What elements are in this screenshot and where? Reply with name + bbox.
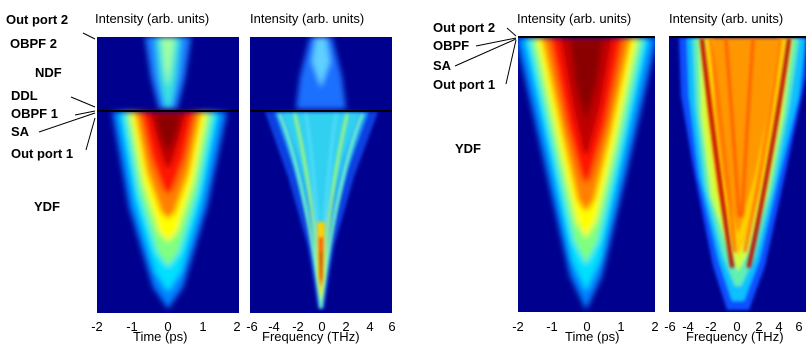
time-panel-title: Intensity (arb. units): [95, 11, 210, 26]
label-ddl: DDL: [11, 88, 38, 103]
frequency-tick: 0: [733, 319, 741, 334]
frequency-tick: -4: [682, 319, 694, 334]
time-tick: 0: [164, 319, 172, 334]
frequency-panel-title: Intensity (arb. units): [669, 11, 784, 26]
time-tick: -1: [126, 319, 138, 334]
frequency-tick: -4: [268, 319, 280, 334]
time-panel-title: Intensity (arb. units): [517, 11, 632, 26]
frequency-axis-label: Frequency (THz): [686, 329, 784, 344]
label-obpf-2: OBPF 2: [10, 36, 57, 51]
label-obpf: OBPF: [433, 38, 470, 53]
frequency-panel-title: Intensity (arb. units): [250, 11, 365, 26]
time-tick: -2: [512, 319, 524, 334]
time-tick: -1: [546, 319, 558, 334]
time-intensity-map-right: [518, 36, 655, 312]
label-out-port-1: Out port 1: [433, 77, 496, 92]
frequency-tick: 2: [342, 319, 350, 334]
label-out-port-2: Out port 2: [433, 20, 496, 35]
time-tick: -2: [91, 319, 103, 334]
frequency-tick: -2: [292, 319, 304, 334]
label-ydf: YDF: [455, 141, 481, 156]
frequency-tick: 6: [795, 319, 803, 334]
label-ndf: NDF: [35, 65, 62, 80]
frequency-tick: -2: [705, 319, 717, 334]
label-out-port-2: Out port 2: [6, 12, 69, 27]
label-obpf-1: OBPF 1: [11, 106, 58, 121]
time-tick: 0: [583, 319, 591, 334]
frequency-tick: 4: [366, 319, 374, 334]
frequency-tick: 6: [388, 319, 396, 334]
label-sa: SA: [11, 124, 30, 139]
time-tick: 1: [199, 319, 207, 334]
time-axis-label: Time (ps): [565, 329, 620, 344]
frequency-tick: -6: [246, 319, 258, 334]
label-ydf: YDF: [34, 199, 60, 214]
time-intensity-map-left: [97, 37, 239, 313]
time-tick: 1: [617, 319, 625, 334]
label-sa: SA: [433, 58, 452, 73]
time-axis-label: Time (ps): [133, 329, 188, 344]
frequency-tick: 0: [318, 319, 326, 334]
frequency-tick: -6: [664, 319, 676, 334]
time-tick: 2: [651, 319, 659, 334]
label-out-port-1: Out port 1: [11, 146, 74, 161]
frequency-tick: 4: [775, 319, 783, 334]
time-tick: 2: [233, 319, 241, 334]
frequency-intensity-map-left: [250, 37, 392, 313]
frequency-axis-label: Frequency (THz): [262, 329, 360, 344]
frequency-intensity-map-right: [669, 36, 806, 312]
frequency-tick: 2: [755, 319, 763, 334]
